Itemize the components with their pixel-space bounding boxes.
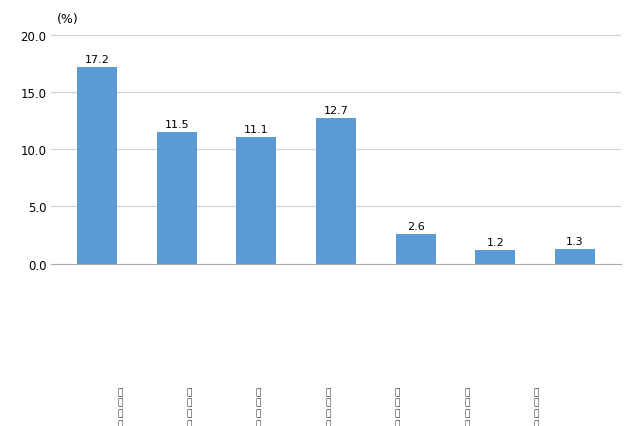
Text: 他: 他 xyxy=(533,409,539,417)
Text: レ: レ xyxy=(325,398,331,407)
Text: ル: ル xyxy=(117,398,123,407)
Bar xyxy=(77,68,117,264)
Text: 地: 地 xyxy=(187,387,192,396)
Bar xyxy=(396,234,436,264)
Text: チ: チ xyxy=(117,409,123,417)
Text: 11.5: 11.5 xyxy=(164,120,189,130)
Text: 各: 各 xyxy=(464,387,469,396)
Text: （: （ xyxy=(533,419,539,426)
Text: 公: 公 xyxy=(256,409,261,417)
Bar xyxy=(555,249,595,264)
Text: テ: テ xyxy=(325,387,331,396)
Text: 1.3: 1.3 xyxy=(566,236,584,246)
Text: 専: 専 xyxy=(464,409,469,417)
Text: (%): (%) xyxy=(57,14,79,26)
Text: 共: 共 xyxy=(187,419,192,426)
Text: 方: 方 xyxy=(256,398,261,407)
Text: 11.1: 11.1 xyxy=(244,124,269,134)
Text: そ: そ xyxy=(533,387,539,396)
Text: 大: 大 xyxy=(395,419,400,426)
Text: 共: 共 xyxy=(256,419,261,426)
Text: 1.2: 1.2 xyxy=(486,238,504,248)
Text: 17.2: 17.2 xyxy=(84,55,109,65)
Text: 2.6: 2.6 xyxy=(407,222,424,232)
Bar xyxy=(236,137,276,264)
Text: 地: 地 xyxy=(256,387,261,396)
Bar xyxy=(476,250,515,264)
Text: ャ: ャ xyxy=(117,419,123,426)
Text: 大: 大 xyxy=(395,387,400,396)
Bar xyxy=(316,119,356,264)
Text: 方: 方 xyxy=(187,398,192,407)
Text: 、: 、 xyxy=(325,419,331,426)
Text: 門: 門 xyxy=(464,419,469,426)
Text: 学: 学 xyxy=(395,398,400,407)
Text: 公: 公 xyxy=(187,409,192,417)
Text: の: の xyxy=(533,398,539,407)
Text: 種: 種 xyxy=(464,398,469,407)
Text: カ: カ xyxy=(117,387,123,396)
Text: 12.7: 12.7 xyxy=(324,106,348,116)
Text: 、: 、 xyxy=(395,409,400,417)
Bar xyxy=(157,132,196,264)
Text: ビ: ビ xyxy=(325,409,331,417)
